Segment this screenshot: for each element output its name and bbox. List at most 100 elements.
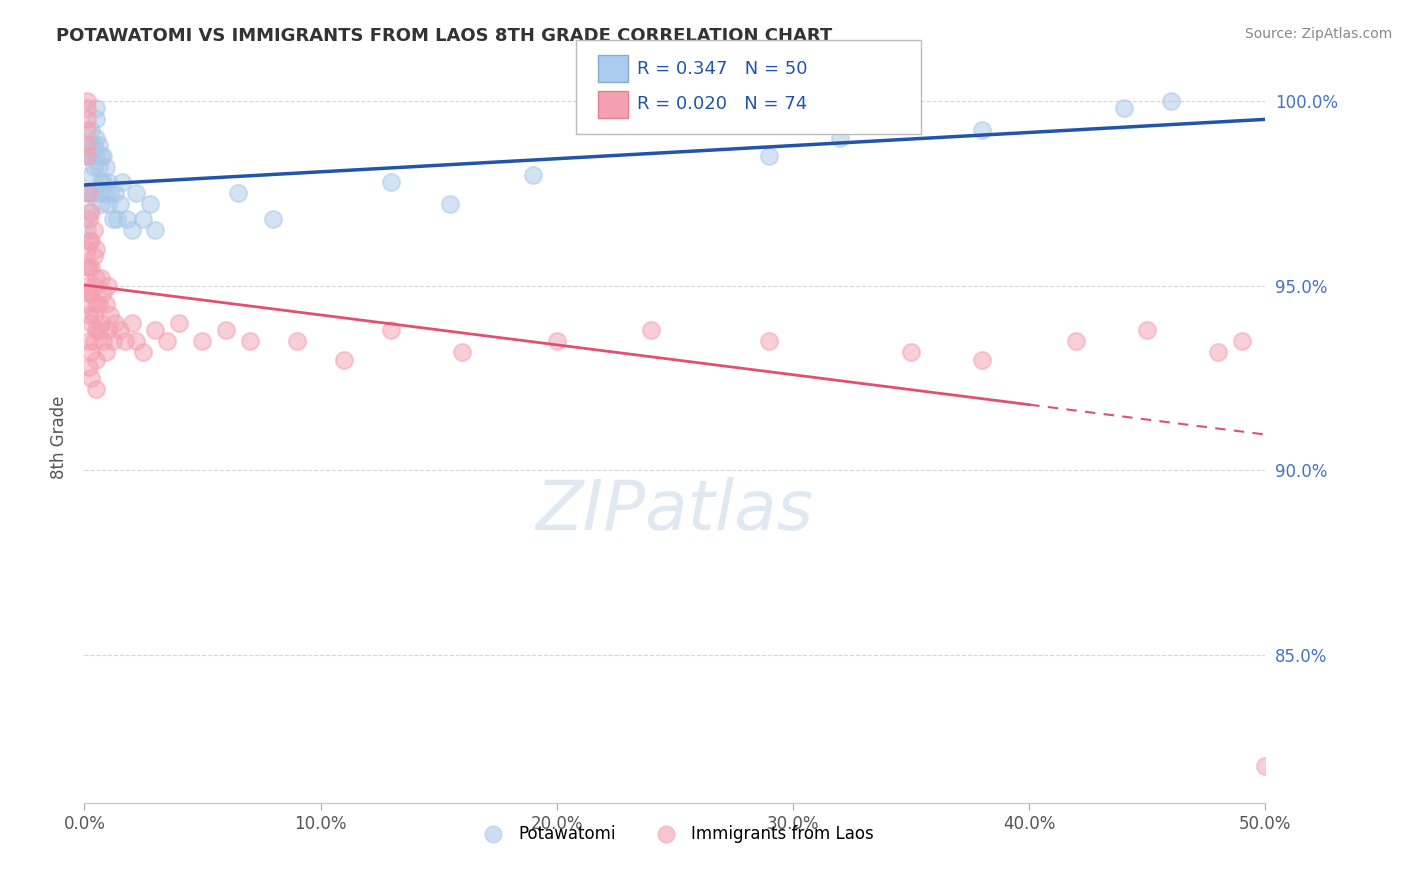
Point [80, 260, 103, 274]
Point [87, 323, 110, 337]
Y-axis label: 8th Grade: 8th Grade [51, 395, 69, 479]
Point [76, 297, 98, 311]
Point [226, 186, 249, 201]
Point [87, 161, 110, 175]
Point [156, 334, 179, 348]
Point [380, 175, 402, 189]
Point [970, 352, 993, 367]
Point [94, 297, 117, 311]
Point [143, 323, 166, 337]
Point [91, 334, 114, 348]
Point [80, 123, 103, 137]
Point [108, 323, 131, 337]
Point [104, 316, 127, 330]
Point [76, 101, 98, 115]
Point [108, 197, 131, 211]
Point [167, 316, 190, 330]
Point [830, 131, 852, 145]
Point [107, 212, 129, 227]
Point [76, 94, 98, 108]
Point [76, 123, 98, 137]
Point [77, 285, 100, 300]
Point [87, 138, 110, 153]
Point [80, 204, 103, 219]
Point [90, 271, 112, 285]
Point [91, 149, 114, 163]
Point [77, 308, 100, 322]
Point [83, 308, 105, 322]
Point [121, 316, 143, 330]
Point [90, 316, 112, 330]
Point [139, 197, 162, 211]
Point [80, 345, 103, 359]
Point [77, 149, 100, 163]
Point [1066, 334, 1088, 348]
Point [111, 175, 134, 189]
Point [758, 149, 780, 163]
Point [97, 175, 120, 189]
Point [77, 204, 100, 219]
Point [125, 334, 148, 348]
Point [84, 297, 107, 311]
Point [76, 223, 98, 237]
Point [80, 371, 103, 385]
Point [84, 382, 107, 396]
Point [970, 123, 993, 137]
Point [76, 149, 98, 163]
Point [1112, 101, 1135, 115]
Point [77, 260, 100, 274]
Point [125, 186, 148, 201]
Point [1160, 94, 1182, 108]
Point [143, 223, 166, 237]
Point [97, 323, 120, 337]
Point [80, 149, 103, 163]
Point [90, 175, 112, 189]
Point [640, 323, 662, 337]
Point [87, 297, 110, 311]
Point [439, 197, 461, 211]
Point [77, 334, 100, 348]
Point [80, 138, 103, 153]
Point [76, 260, 98, 274]
Text: R = 0.347   N = 50: R = 0.347 N = 50 [637, 60, 807, 78]
Point [101, 212, 124, 227]
Point [80, 316, 103, 330]
Point [83, 249, 105, 263]
Point [84, 271, 107, 285]
Point [76, 186, 98, 201]
Point [239, 334, 262, 348]
Point [94, 161, 117, 175]
Point [1206, 345, 1229, 359]
Point [83, 223, 105, 237]
Point [191, 334, 214, 348]
Point [285, 334, 308, 348]
Text: Source: ZipAtlas.com: Source: ZipAtlas.com [1244, 27, 1392, 41]
Point [333, 352, 356, 367]
Point [758, 334, 780, 348]
Point [76, 278, 98, 293]
Point [80, 285, 103, 300]
Point [101, 334, 124, 348]
Point [90, 197, 112, 211]
Point [546, 334, 568, 348]
Point [215, 323, 238, 337]
Point [84, 101, 107, 115]
Point [84, 352, 107, 367]
Point [76, 112, 98, 127]
Text: R = 0.020   N = 74: R = 0.020 N = 74 [637, 95, 807, 113]
Point [262, 212, 284, 227]
Point [77, 212, 100, 227]
Point [97, 197, 120, 211]
Point [114, 334, 136, 348]
Point [80, 168, 103, 182]
Point [91, 175, 114, 189]
Point [77, 359, 100, 374]
Point [76, 242, 98, 256]
Point [98, 308, 121, 322]
Point [115, 212, 138, 227]
Point [80, 235, 103, 249]
Point [84, 149, 107, 163]
Point [1230, 334, 1253, 348]
Point [97, 278, 120, 293]
Point [77, 186, 100, 201]
